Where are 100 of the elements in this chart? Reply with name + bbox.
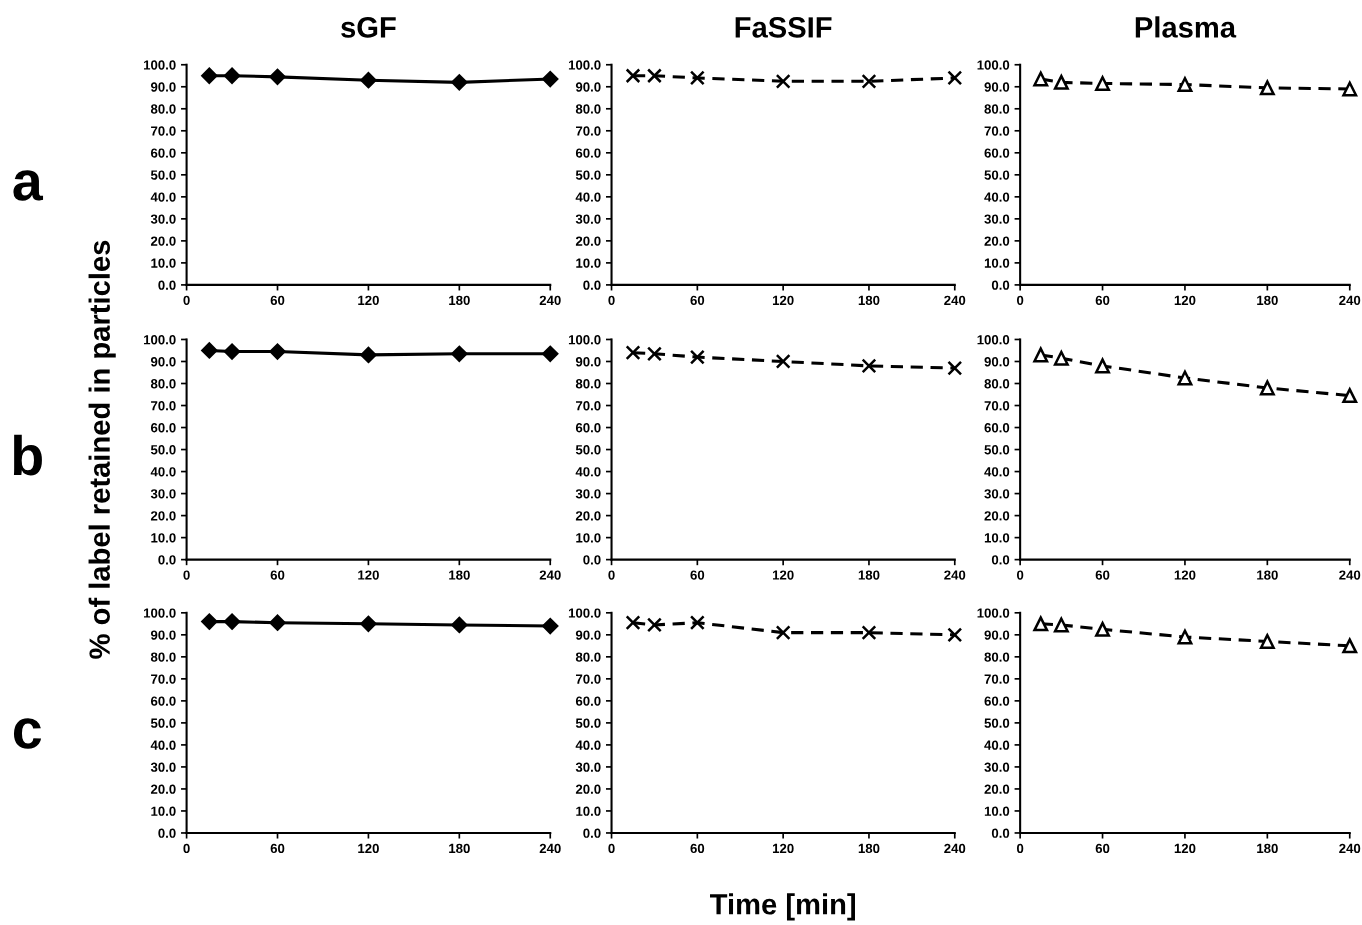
y-tick-label: 40.0 (150, 467, 176, 477)
x-tick-label: 240 (1339, 295, 1361, 306)
x-tick-label: 60 (690, 843, 705, 854)
y-tick-label: 10.0 (984, 806, 1010, 816)
x-tick-label: 120 (1174, 295, 1196, 306)
y-tick-label: 0.0 (158, 555, 176, 565)
y-tick-label: 100.0 (568, 335, 601, 345)
y-tick-label: 30.0 (575, 762, 601, 772)
chart-title: Plasma (1135, 16, 1237, 38)
y-tick-label: 30.0 (150, 214, 176, 224)
x-tick-label: 120 (358, 295, 379, 306)
point (947, 360, 963, 376)
y-tick-label: 30.0 (150, 762, 176, 772)
point (775, 353, 791, 369)
y-tick-label: 80.0 (575, 379, 601, 389)
y-tick-label: 90.0 (984, 82, 1010, 92)
x-tick-label: 120 (358, 843, 379, 854)
y-tick-label: 0.0 (583, 828, 601, 838)
y-tick-label: 100.0 (568, 60, 601, 70)
y-tick-label: 90.0 (575, 82, 601, 92)
x-tick-label: 240 (539, 843, 561, 854)
y-tick-label: 80.0 (150, 379, 176, 389)
y-tick-label: 60.0 (150, 148, 176, 158)
x-tick-label: 120 (772, 295, 794, 306)
y-tick-label: 0.0 (991, 555, 1010, 565)
x-tick-label: 240 (944, 295, 966, 306)
y-tick-label: 100.0 (568, 608, 601, 618)
x-tick-label: 120 (1174, 570, 1196, 580)
y-tick-label: 60.0 (575, 148, 601, 158)
y-tick-label: 70.0 (984, 126, 1010, 136)
point (1342, 388, 1358, 404)
y-tick-label: 10.0 (576, 533, 601, 543)
y-tick-label: 20.0 (575, 784, 601, 794)
point (861, 625, 877, 641)
x-tick-label: 240 (539, 295, 561, 306)
x-tick-label: 60 (690, 570, 705, 580)
y-tick-label: 50.0 (150, 445, 176, 455)
y-tick-label: 90.0 (150, 630, 176, 640)
x-tick-label: 240 (944, 843, 966, 854)
point (625, 615, 641, 631)
y-tick-label: 30.0 (575, 489, 601, 499)
y-tick-label: 0.0 (991, 280, 1010, 290)
y-tick-label: 20.0 (575, 511, 601, 521)
y-tick-label: 10.0 (151, 258, 176, 268)
y-tick-label: 60.0 (150, 696, 176, 706)
y-tick-label: 20.0 (150, 511, 176, 521)
y-tick-label: 40.0 (150, 192, 176, 202)
x-tick-label: 0 (608, 570, 615, 580)
x-tick-label: 180 (1257, 295, 1278, 306)
x-tick-label: 60 (270, 295, 285, 306)
x-tick-label: 0 (183, 570, 190, 580)
point (1053, 617, 1069, 633)
y-tick-label: 70.0 (576, 126, 601, 136)
y-tick-label: 10.0 (151, 533, 176, 543)
y-tick-label: 50.0 (984, 718, 1010, 728)
y-tick-label: 40.0 (984, 192, 1010, 202)
y-tick-label: 100.0 (977, 335, 1010, 345)
y-tick-label: 100.0 (143, 608, 176, 618)
x-tick-label: 60 (1095, 570, 1110, 580)
x-tick-label: 0 (1016, 843, 1024, 854)
y-tick-label: 50.0 (984, 170, 1010, 180)
y-axis-title: % of label retained in particles (88, 240, 116, 659)
y-tick-label: 40.0 (984, 740, 1010, 750)
y-tick-label: 30.0 (150, 489, 176, 499)
y-tick-label: 90.0 (575, 630, 601, 640)
y-tick-label: 50.0 (150, 170, 176, 180)
x-tick-label: 180 (1257, 843, 1278, 854)
x-tick-label: 0 (1016, 570, 1024, 580)
x-tick-label: 180 (858, 295, 880, 306)
y-tick-label: 100.0 (143, 335, 176, 345)
y-tick-label: 80.0 (984, 104, 1010, 114)
y-tick-label: 10.0 (576, 806, 601, 816)
x-tick-label: 60 (270, 843, 285, 854)
text: c (13, 718, 42, 749)
y-tick-label: 20.0 (150, 784, 176, 794)
y-tick-label: 80.0 (984, 652, 1010, 662)
x-tick-label: 180 (1257, 570, 1278, 580)
y-tick-label: 20.0 (575, 236, 601, 246)
y-tick-label: 90.0 (150, 357, 176, 367)
y-tick-label: 80.0 (150, 652, 176, 662)
y-tick-label: 20.0 (984, 784, 1010, 794)
y-tick-label: 0.0 (583, 555, 601, 565)
point (947, 627, 963, 643)
point (861, 358, 877, 374)
x-tick-label: 0 (608, 295, 615, 306)
x-tick-label: 0 (183, 295, 190, 306)
y-tick-label: 80.0 (575, 652, 601, 662)
y-tick-label: 20.0 (150, 236, 176, 246)
x-axis-title: Time [min] (710, 893, 855, 921)
y-tick-label: 70.0 (576, 674, 601, 684)
x-tick-label: 120 (1174, 843, 1196, 854)
chart-title: sGF (341, 17, 396, 38)
text: b (13, 434, 42, 476)
point (1033, 616, 1049, 632)
x-tick-label: 60 (1095, 295, 1110, 306)
point (1177, 370, 1193, 386)
x-tick-label: 180 (449, 843, 470, 854)
y-tick-label: 80.0 (575, 104, 601, 114)
y-tick-label: 60.0 (575, 696, 601, 706)
y-tick-label: 70.0 (576, 401, 601, 411)
